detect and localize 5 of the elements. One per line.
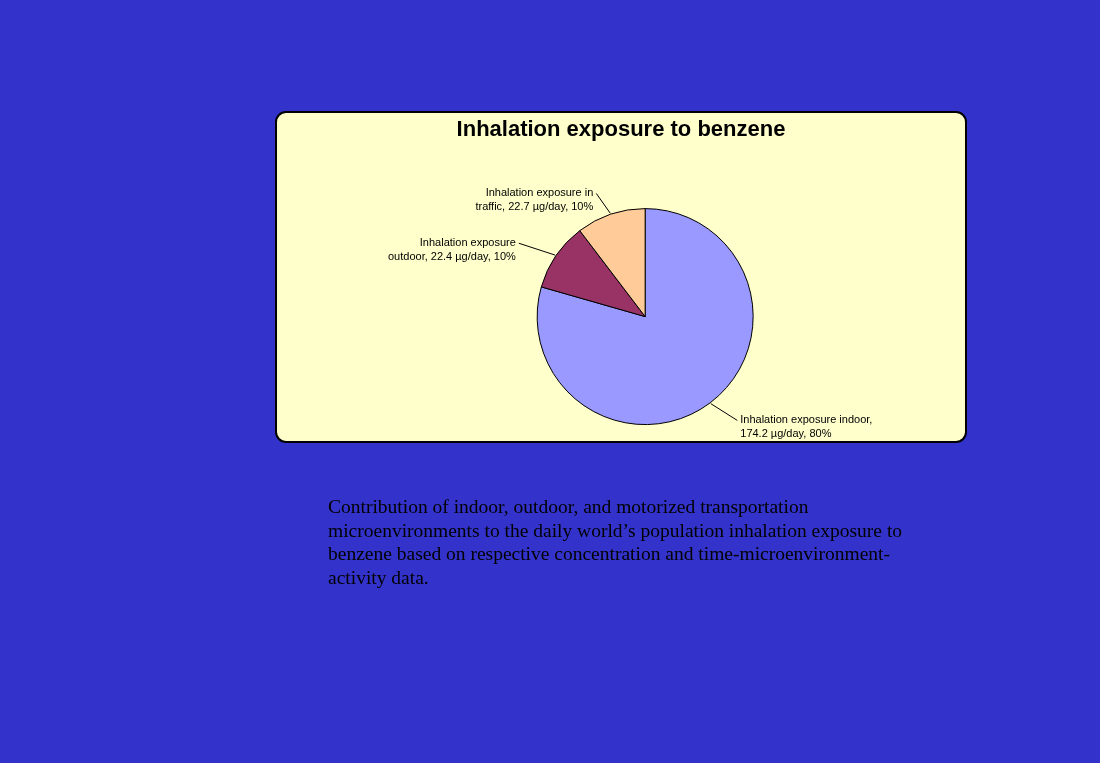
chart-title: Inhalation exposure to benzene bbox=[456, 116, 786, 141]
text: Contribution of indoor, outdoor, and motorized transportation microenvironments to the daily world’s population inhalation exposure to benzene based on respective concentration and time-microenvironment-activity data. bbox=[328, 496, 903, 588]
slice-label: Inhalation exposure in traffic, 22.7 µg/day, 10% bbox=[475, 186, 594, 212]
slice-label: Inhalation exposure outdoor, 22.4 µg/day, 10% bbox=[387, 236, 517, 262]
slice-label: Inhalation exposure indoor, 174.2 µg/day, 80% bbox=[740, 413, 873, 439]
